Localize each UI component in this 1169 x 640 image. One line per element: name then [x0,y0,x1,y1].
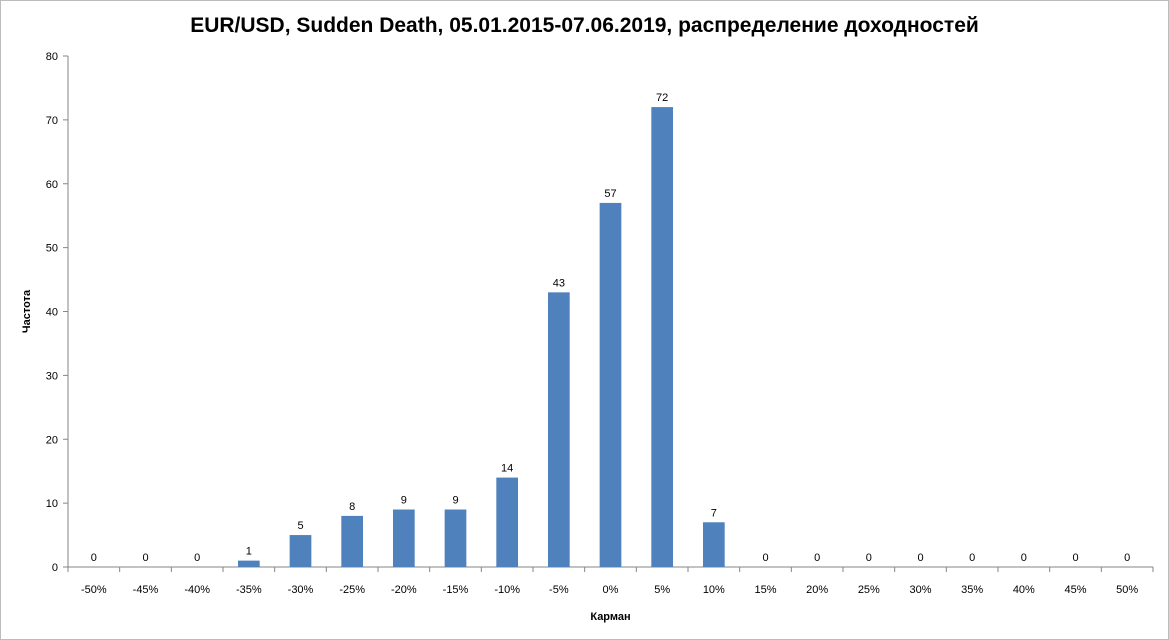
bar [547,292,570,567]
x-tick-label: 40% [1013,584,1035,596]
y-tick-label: 60 [46,179,58,191]
y-tick-label: 20 [46,434,58,446]
x-tick-label: 35% [961,584,983,596]
data-label: 0 [762,552,768,564]
x-tick-label: -45% [133,584,159,596]
data-label: 0 [194,552,200,564]
bar [289,535,312,567]
x-tick-label: -30% [288,584,314,596]
data-label: 0 [1072,552,1078,564]
x-tick-label: -35% [236,584,262,596]
data-label: 0 [969,552,975,564]
bar [341,515,364,567]
data-label: 0 [917,552,923,564]
x-tick-label: -50% [81,584,107,596]
data-label: 43 [553,277,565,289]
x-tick-label: 20% [806,584,828,596]
data-label: 1 [246,546,252,558]
data-label: 7 [711,507,717,519]
bar [237,560,260,567]
y-tick-label: 70 [46,115,58,127]
y-axis-title: Частота [21,289,33,333]
data-label: 0 [1021,552,1027,564]
x-tick-label: -20% [391,584,417,596]
x-tick-label: 10% [703,584,725,596]
bar [599,202,622,567]
data-label: 57 [604,188,616,200]
x-tick-label: 0% [603,584,619,596]
x-tick-label: -15% [443,584,469,596]
data-label: 8 [349,501,355,513]
bar [444,509,467,567]
y-tick-label: 80 [46,51,58,63]
x-tick-label: -40% [184,584,210,596]
x-tick-label: -10% [494,584,520,596]
x-tick-label: -25% [339,584,365,596]
data-label: 9 [452,495,458,507]
x-tick-label: 25% [858,584,880,596]
data-label: 72 [656,92,668,104]
y-tick-label: 0 [52,562,58,574]
data-label: 5 [297,520,303,532]
x-tick-label: 30% [909,584,931,596]
bar [702,522,725,567]
y-tick-label: 10 [46,498,58,510]
x-tick-label: 15% [754,584,776,596]
bar [651,107,674,567]
chart-title: EUR/USD, Sudden Death, 05.01.2015-07.06.… [190,14,979,37]
y-tick-label: 30 [46,370,58,382]
bar [496,477,519,567]
data-label: 0 [91,552,97,564]
data-label: 14 [501,463,513,475]
data-label: 0 [1124,552,1130,564]
x-tick-label: 5% [654,584,670,596]
data-label: 9 [401,495,407,507]
bars-group [237,107,725,567]
data-label: 0 [866,552,872,564]
x-tick-label: 45% [1064,584,1086,596]
data-labels-group: 0 0 0 1 5 8 9 9 14 43 57 72 7 0 0 0 0 0 0 0 0 [91,92,1130,564]
bar [392,509,415,567]
data-label: 0 [142,552,148,564]
x-tick-label: 50% [1116,584,1138,596]
y-tick-label: 40 [46,307,58,319]
data-label: 0 [814,552,820,564]
x-axis-title: Карман [590,611,630,623]
x-tick-label: -5% [549,584,569,596]
y-tick-label: 50 [46,243,58,255]
